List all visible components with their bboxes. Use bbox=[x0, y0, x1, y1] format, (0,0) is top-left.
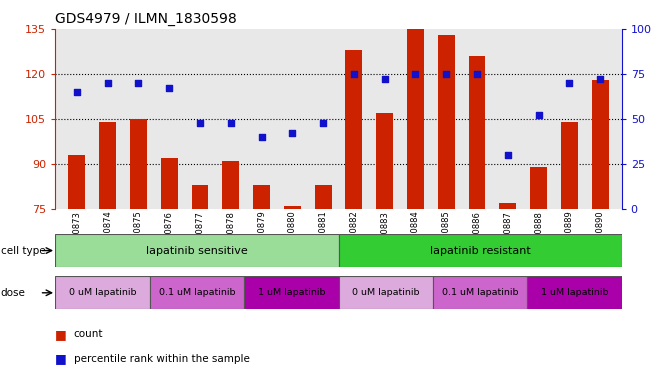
Point bbox=[256, 134, 267, 140]
Text: 1 uM lapatinib: 1 uM lapatinib bbox=[258, 288, 325, 297]
Text: percentile rank within the sample: percentile rank within the sample bbox=[74, 354, 249, 364]
Bar bbox=[499, 203, 516, 209]
Bar bbox=[150, 276, 244, 309]
Point bbox=[380, 76, 390, 83]
Bar bbox=[55, 276, 150, 309]
Bar bbox=[592, 80, 609, 209]
Point bbox=[595, 76, 605, 83]
Bar bbox=[253, 185, 270, 209]
Bar bbox=[223, 161, 240, 209]
Bar bbox=[530, 167, 547, 209]
Point bbox=[564, 80, 575, 86]
Point bbox=[503, 152, 513, 158]
Text: 0.1 uM lapatinib: 0.1 uM lapatinib bbox=[442, 288, 518, 297]
Point bbox=[195, 119, 205, 126]
Point bbox=[164, 85, 174, 91]
Text: 0.1 uM lapatinib: 0.1 uM lapatinib bbox=[159, 288, 235, 297]
Bar bbox=[130, 119, 147, 209]
Point bbox=[410, 71, 421, 77]
Point bbox=[226, 119, 236, 126]
Text: dose: dose bbox=[1, 288, 25, 298]
Bar bbox=[314, 185, 331, 209]
Bar bbox=[244, 276, 339, 309]
Bar bbox=[284, 206, 301, 209]
Text: ■: ■ bbox=[55, 353, 67, 366]
Bar bbox=[527, 276, 622, 309]
Point bbox=[287, 131, 298, 137]
Point bbox=[349, 71, 359, 77]
Bar bbox=[376, 113, 393, 209]
Point bbox=[133, 80, 144, 86]
Text: lapatinib sensitive: lapatinib sensitive bbox=[146, 245, 248, 256]
Point bbox=[441, 71, 451, 77]
Text: 0 uM lapatinib: 0 uM lapatinib bbox=[69, 288, 136, 297]
Text: ■: ■ bbox=[55, 328, 67, 341]
Bar bbox=[161, 158, 178, 209]
Bar bbox=[407, 29, 424, 209]
Text: count: count bbox=[74, 329, 103, 339]
Point bbox=[102, 80, 113, 86]
Bar bbox=[561, 122, 578, 209]
Bar bbox=[339, 234, 622, 267]
Point bbox=[318, 119, 328, 126]
Text: 0 uM lapatinib: 0 uM lapatinib bbox=[352, 288, 419, 297]
Text: 1 uM lapatinib: 1 uM lapatinib bbox=[541, 288, 608, 297]
Point bbox=[533, 113, 544, 119]
Bar bbox=[68, 155, 85, 209]
Point bbox=[472, 71, 482, 77]
Bar bbox=[346, 50, 363, 209]
Text: cell type: cell type bbox=[1, 245, 46, 256]
Bar bbox=[191, 185, 208, 209]
Bar bbox=[99, 122, 116, 209]
Bar bbox=[437, 35, 454, 209]
Text: lapatinib resistant: lapatinib resistant bbox=[430, 245, 531, 256]
Point bbox=[72, 89, 82, 95]
Bar bbox=[433, 276, 527, 309]
Text: GDS4979 / ILMN_1830598: GDS4979 / ILMN_1830598 bbox=[55, 12, 237, 25]
Bar bbox=[469, 56, 486, 209]
Bar bbox=[339, 276, 433, 309]
Bar bbox=[55, 234, 339, 267]
